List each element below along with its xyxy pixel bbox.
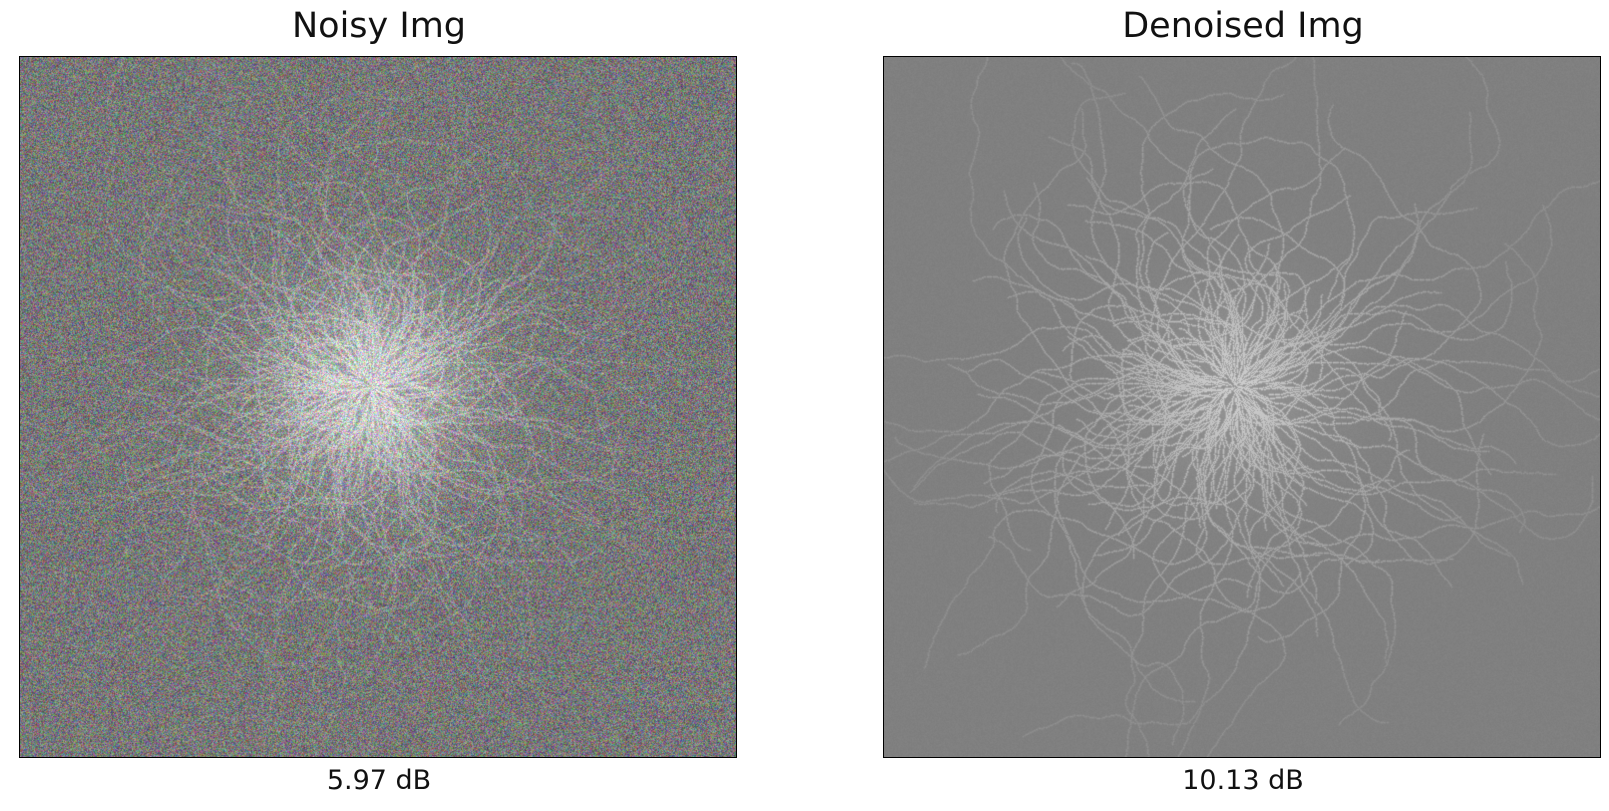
denoised-image-title: Denoised Img — [1122, 6, 1364, 46]
denoised-psnr-value: 10.13 dB — [1182, 765, 1304, 796]
noisy-image-canvas — [20, 57, 736, 757]
noisy-image — [19, 56, 737, 758]
denoised-image — [883, 56, 1601, 758]
noisy-psnr-value: 5.97 dB — [326, 765, 432, 796]
denoised-image-canvas — [884, 57, 1600, 757]
noisy-image-title: Noisy Img — [291, 6, 467, 46]
